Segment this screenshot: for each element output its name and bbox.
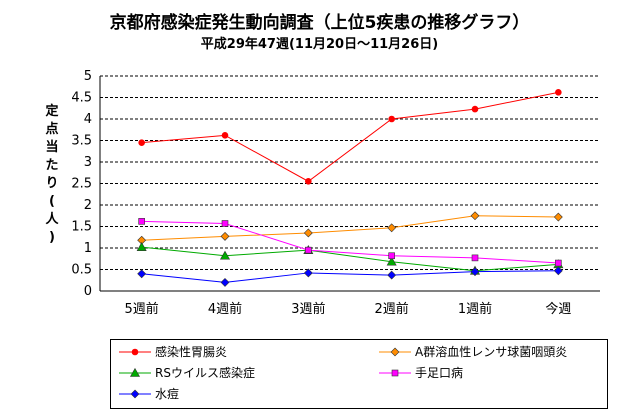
data-point [386, 256, 397, 266]
x-tick-label: 1週前 [458, 301, 492, 317]
data-point [387, 270, 397, 280]
x-tick-label: 今週 [545, 301, 571, 317]
data-point [388, 252, 395, 260]
series-line [141, 220, 559, 264]
legend-label: 手足口病 [415, 366, 464, 380]
y-tick-label: 0.5 [71, 263, 92, 278]
legend-swatch [379, 347, 411, 357]
y-tick-label: 0 [84, 284, 92, 299]
y-tick-label: 1 [84, 241, 92, 256]
y-tick-label: 2.5 [71, 177, 92, 192]
y-axis-label-char: 点 [45, 122, 59, 137]
y-axis-label-char: 定 [45, 104, 59, 119]
x-tick-label: 5週前 [125, 301, 159, 317]
x-tick-label: 3週前 [291, 301, 325, 317]
legend-label: A群溶血性レンサ球菌咽頭炎 [415, 345, 568, 359]
series-line [141, 215, 559, 241]
data-point [219, 250, 231, 260]
data-point [305, 178, 312, 185]
series-line [141, 246, 559, 272]
legend-swatch [119, 367, 151, 377]
data-point [471, 254, 479, 262]
data-point [470, 267, 480, 277]
data-point [305, 246, 312, 254]
y-tick-label: 4 [84, 112, 92, 127]
data-point [138, 139, 145, 146]
y-axis-label-char: 人 [45, 212, 59, 227]
legend-swatch [379, 369, 411, 377]
chart-title: 京都府感染症発生動向調査（上位5疾患の推移グラフ） [109, 13, 530, 33]
y-tick-label: 4.5 [71, 91, 92, 106]
legend-label: 感染性胃腸炎 [155, 345, 228, 359]
y-axis-label-char: 当 [45, 140, 59, 155]
y-axis-label-char: り [45, 176, 59, 191]
y-tick-label: 5 [84, 69, 92, 84]
data-point [303, 268, 313, 278]
data-point [137, 269, 147, 279]
data-point [220, 231, 230, 241]
legend-marker [390, 347, 400, 357]
y-axis-label-char: ( [49, 194, 55, 209]
data-point [555, 89, 562, 96]
y-axis-label: 定点当たり ( 人) [40, 103, 64, 247]
legend-label: 水痘 [155, 387, 180, 401]
y-tick-label: 3 [84, 155, 92, 170]
data-point [388, 115, 395, 123]
x-tick-label: 2週前 [375, 301, 409, 317]
series-line [141, 91, 559, 182]
y-tick-label: 1.5 [71, 220, 92, 235]
line-chart: 0 0.5 1 1.5 2 2.5 3 3.5 4 4.5 5 5週前 4週前 3週前 2週前 1週前 今週 [71, 69, 600, 317]
data-point [553, 212, 563, 222]
data-point [221, 132, 229, 139]
y-tick-label: 3.5 [71, 134, 92, 149]
legend-marker [129, 367, 141, 377]
legend-marker [130, 389, 140, 399]
legend-label: RSウイルス感染症 [155, 366, 255, 380]
legend: 感染性胃腸炎 A群溶血性レンサ球菌咽頭炎 RSウイルス感染症 手足口病水痘 [110, 339, 608, 409]
data-point [220, 277, 230, 287]
data-point [303, 228, 313, 238]
x-tick-label: 4週前 [208, 301, 242, 317]
data-point [555, 259, 562, 267]
legend-marker [391, 369, 399, 377]
data-point [387, 223, 397, 233]
chart-subtitle: 平成29年47週(11月20日～11月26日) [200, 37, 439, 52]
y-tick-label: 2 [84, 198, 92, 213]
legend-swatch [119, 389, 151, 399]
y-axis-label-char: ) [49, 230, 55, 245]
legend-marker [131, 348, 139, 356]
y-axis-label-char: た [45, 158, 59, 173]
data-point [221, 220, 229, 227]
data-point [471, 105, 479, 113]
data-point [553, 266, 563, 276]
series-line [141, 270, 559, 283]
legend-swatch [119, 348, 151, 356]
data-point [470, 211, 480, 221]
data-point [138, 218, 145, 225]
data-point [136, 242, 147, 251]
